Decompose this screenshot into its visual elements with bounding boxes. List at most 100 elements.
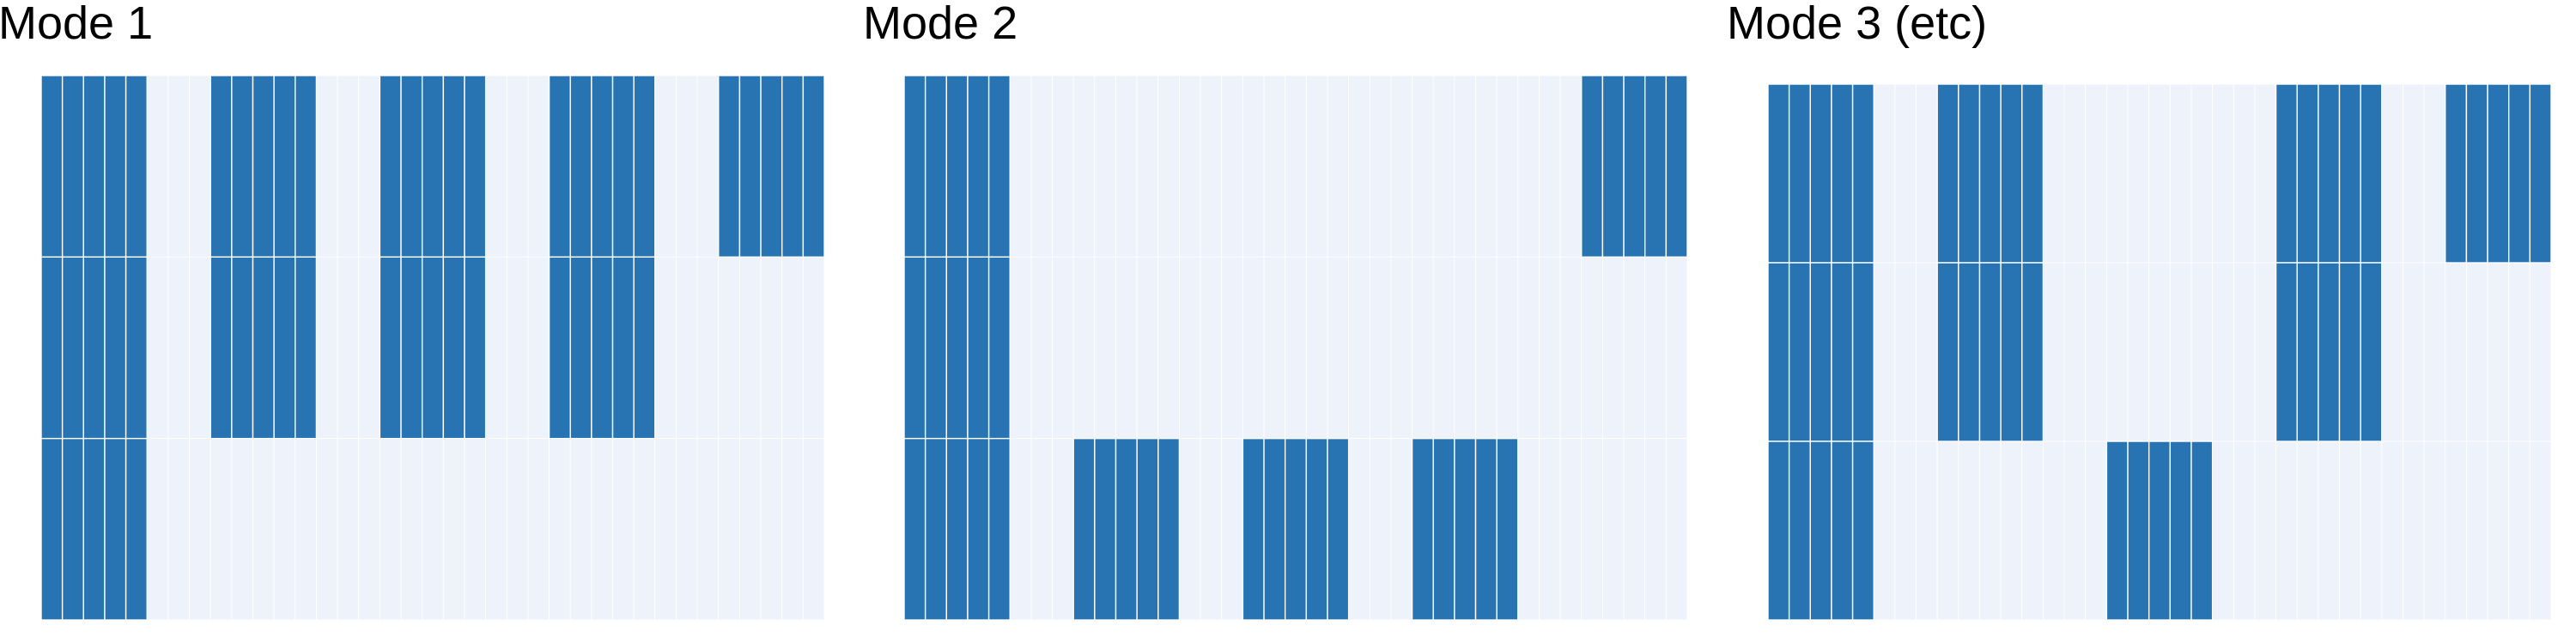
heatmap-cell-r0-c8-inactive [1072,75,1096,258]
heatmap-cell-r1-c9-active [231,256,254,440]
heatmap-cell-r1-c13-inactive [1178,256,1201,440]
heatmap-cell-r1-c3-active [967,256,990,440]
heatmap-cell-r2-c1-active [61,437,84,621]
heatmap-cell-r0-c17-inactive [1263,75,1286,258]
heatmap-cell-r0-c25-inactive [1432,75,1455,258]
heatmap-cell-r0-c7-inactive [1052,75,1074,258]
heatmap-cell-r2-c15-inactive [2085,440,2107,621]
heatmap-cell-r1-c21-inactive [485,256,507,440]
heatmap-cell-r0-c12-active [2021,83,2044,264]
heatmap-cell-r0-c6-inactive [167,75,190,258]
heatmap-cell-r0-c35-active [2508,83,2531,264]
heatmap-cell-r0-c0-active [40,75,64,258]
heatmap-cell-r2-c20-active [1327,437,1350,621]
heatmap-cell-r0-c2-active [1809,83,1832,264]
heatmap-cell-r2-c23-inactive [1390,438,1413,621]
heatmap-cell-r1-c2-active [945,256,969,440]
heatmap-cell-r0-c26-active [591,75,614,258]
heatmap-cell-r0-c15-inactive [358,75,380,258]
heatmap-cell-r1-c9-active [1958,262,1981,442]
heatmap-cell-r2-c23-inactive [2254,440,2277,621]
heatmap-cell-r1-c33-inactive [738,256,762,440]
heatmap-cell-r0-c1-active [924,75,947,258]
heatmap-cell-r2-c5-inactive [1009,438,1032,621]
heatmap-cell-r2-c16-active [2105,440,2129,621]
heatmap-cell-r2-c17-active [1263,437,1286,621]
heatmap-cell-r0-c32-active [2445,83,2468,264]
heatmap-cell-r2-c33-inactive [1601,438,1625,621]
heatmap-cell-r2-c22-inactive [2233,440,2256,621]
heatmap-cell-r0-c17-inactive [2127,83,2150,264]
heatmap-cell-r2-c18-active [1284,437,1308,621]
heatmap-cell-r1-c13-inactive [315,256,338,440]
heatmap-cell-r2-c29-inactive [1517,438,1540,621]
heatmap-cell-r2-c12-active [1157,437,1181,621]
heatmap-cell-r0-c28-inactive [1496,75,1519,258]
heatmap-cell-r2-c6-inactive [1030,438,1053,621]
heatmap-cell-r1-c18-inactive [2148,262,2171,442]
heatmap-cell-r2-c4-active [1851,440,1874,621]
heatmap-cell-r0-c10-active [1978,83,2002,264]
heatmap-cell-r2-c22-inactive [1369,438,1392,621]
heatmap-cell-r0-c2-active [82,75,106,258]
heatmap-cell-r0-c3-active [1831,83,1854,264]
heatmap-cell-r2-c12-inactive [2021,440,2044,621]
heatmap-cell-r0-c6-inactive [1030,75,1053,258]
heatmap-cell-r1-c11-active [273,256,296,440]
heatmap-cell-r1-c28-active [633,256,656,440]
heatmap-cell-r0-c32-active [1581,75,1604,258]
heatmap-cell-r2-c34-inactive [2487,440,2510,621]
heatmap-cell-r2-c25-inactive [2296,440,2319,621]
heatmap-cell-r0-c31-inactive [1559,75,1583,258]
heatmap-cell-r2-c1-active [924,437,947,621]
heatmap-cell-r0-c9-inactive [1094,75,1116,258]
heatmap-cell-r2-c4-active [125,437,148,621]
heatmap-cell-r1-c28-active [2360,262,2383,442]
heatmap-cell-r0-c8-active [1936,83,1959,264]
heatmap-cell-r1-c31-inactive [2423,262,2446,442]
heatmap-cell-r0-c33-active [738,75,762,258]
heatmap-cell-r2-c30-inactive [1539,438,1561,621]
heatmap-cell-r2-c21-inactive [485,438,507,621]
heatmap-cell-r2-c13-inactive [2042,440,2065,621]
heatmap-cell-r1-c24-inactive [1412,256,1434,440]
heatmap-cell-r2-c10-inactive [1979,440,2002,621]
heatmap-cell-r2-c25-active [1432,437,1455,621]
heatmap-cell-r1-c2-active [82,256,106,440]
heatmap-cell-r0-c25-active [569,75,592,258]
heatmap-cell-r2-c31-inactive [2423,440,2446,621]
heatmap-cell-r0-c13-inactive [1178,75,1201,258]
heatmap-cell-r0-c27-inactive [1475,75,1498,258]
heatmap-cell-r2-c17-inactive [400,438,423,621]
heatmap-cell-r1-c18-active [421,256,445,440]
heatmap-cell-r0-c10-active [252,75,275,258]
heatmap-cell-r2-c32-inactive [718,438,740,621]
heatmap-cell-r1-c0-active [1767,262,1790,442]
heatmap-cell-r1-c6-inactive [1894,262,1917,442]
heatmap-cell-r0-c20-active [464,75,487,258]
heatmap-cell-r2-c7-inactive [1052,438,1074,621]
heatmap-cell-r1-c34-inactive [1623,256,1646,440]
heatmap-cell-r2-c9-inactive [1958,440,1980,621]
heatmap-cell-r0-c33-active [1601,75,1625,258]
heatmap-cell-r0-c31-inactive [2423,83,2446,264]
heatmap-cell-r0-c27-active [611,75,635,258]
heatmap-cell-r0-c11-inactive [1136,75,1159,258]
heatmap-cell-r1-c34-inactive [760,256,783,440]
heatmap-cell-r1-c23-inactive [527,256,550,440]
heatmap-cell-r0-c29-inactive [1517,75,1540,258]
heatmap-cell-r2-c21-inactive [1348,438,1370,621]
heatmap-cell-r0-c9-active [1958,83,1981,264]
heatmap-cell-r1-c20-inactive [2190,262,2214,442]
heatmap-cell-r0-c30-inactive [1539,75,1561,258]
heatmap-cell-r2-c19-inactive [442,438,465,621]
heatmap-cell-r2-c4-active [987,437,1011,621]
heatmap-cell-r0-c28-active [633,75,656,258]
heatmap-cell-r2-c35-inactive [1644,438,1667,621]
heatmap-cell-r1-c35-inactive [2508,262,2530,442]
heatmap-cell-r0-c4-active [1851,83,1874,264]
heatmap-cell-r0-c3-active [967,75,990,258]
heatmap-cell-r1-c11-active [2000,262,2023,442]
heatmap-cell-r1-c10-active [252,256,275,440]
heatmap-cell-r0-c19-inactive [1305,75,1328,258]
